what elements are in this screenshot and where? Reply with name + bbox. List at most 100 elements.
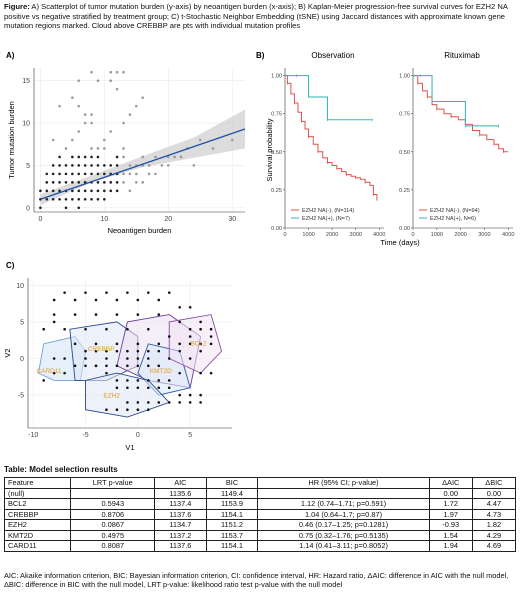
tsne-point [94, 349, 98, 353]
data-point [77, 155, 81, 159]
data-point [154, 172, 157, 176]
data-point [64, 206, 68, 210]
tsne-point [157, 342, 161, 346]
caption-text: A) Scatterplot of tumor mutation burden … [4, 2, 508, 31]
tsne-point [167, 335, 171, 338]
km-y-tick-label: 1.00 [271, 74, 282, 80]
data-point [147, 164, 151, 167]
tsne-point [188, 342, 192, 346]
tsne-point [136, 349, 140, 353]
tsne-y-tick-label: -5 [18, 393, 24, 400]
x-axis-title: Neoantigen burden [108, 226, 172, 235]
data-point [71, 172, 74, 176]
tsne-point [73, 313, 77, 316]
data-point [179, 155, 183, 159]
data-point [96, 189, 100, 193]
tsne-x-tick-label: -10 [28, 432, 38, 439]
km-x-tick-label: 4000 [373, 232, 385, 238]
table-cell: 0.00 [428, 487, 473, 499]
table-header-cell: ΔBIC [471, 477, 517, 489]
tsne-point [147, 327, 150, 331]
y-tick-label: 10 [22, 121, 30, 128]
table-cell: 1.82 [471, 519, 517, 531]
table-cell: CREBBP [3, 508, 72, 520]
table-header-cell: BIC [205, 477, 259, 489]
data-point [71, 197, 74, 201]
tsne-point [73, 342, 77, 346]
km-xlabel: Time (days) [380, 238, 420, 247]
figure-panels: A) B) C) 0 10 20 30 0 5 10 15 Neoantigen burden T… [3, 51, 514, 452]
tsne-point [52, 313, 56, 316]
data-point [141, 181, 144, 184]
table-cell: 0.8706 [70, 508, 156, 520]
tsne-point [188, 335, 192, 338]
tsne-point [157, 401, 161, 404]
data-point [103, 138, 106, 142]
table-cell: EZH2 [3, 519, 72, 531]
tsne-point [42, 327, 45, 331]
table-cell: 0.8087 [70, 540, 156, 552]
scatter-tmb-chart: 0 10 20 30 0 5 10 15 Neoantigen burden Tumor muta… [7, 68, 246, 235]
table-row: CARD11 0.8087 1137.6 1154.1 1.14 (0.41–3.11;… [3, 540, 517, 552]
tsne-point [126, 349, 129, 353]
data-point [103, 181, 106, 184]
table-cell: 1154.1 [205, 540, 259, 552]
tsne-point [84, 291, 87, 294]
tsne-point [126, 327, 129, 331]
km-observation-title: Observation [311, 51, 354, 60]
data-point [51, 189, 55, 193]
tsne-point [157, 349, 161, 353]
table-cell: KMT2D [3, 529, 72, 541]
tsne-point [167, 291, 171, 294]
km-plot-area [285, 68, 384, 228]
tsne-point [115, 379, 119, 382]
table-row: EZH2 0.0867 1134.7 1151.2 0.46 (0.17–1.25; p… [3, 519, 517, 531]
tsne-x-tick-label: 5 [188, 432, 192, 439]
tsne-point [188, 401, 192, 404]
data-point [135, 172, 138, 176]
data-point [71, 155, 74, 159]
tsne-point [178, 320, 181, 324]
km-x-tick-label: 3000 [349, 232, 361, 238]
tsne-point [126, 408, 129, 412]
table-header-row: Feature LRT p-value AIC BIC HR (95% CI; p-va… [3, 477, 517, 489]
data-point [58, 155, 61, 159]
table-cell: 1.97 [428, 508, 473, 520]
data-point [83, 113, 87, 116]
km-y-tick-label: 0.00 [271, 226, 282, 232]
y-tick-label: 15 [22, 78, 30, 85]
tsne-point [147, 349, 150, 353]
table-cell: 1.04 (0.64–1.7; p=0.87) [257, 508, 430, 520]
data-point [83, 181, 87, 184]
fit-line [40, 128, 246, 200]
tsne-y-tick-label: 10 [16, 283, 24, 290]
tsne-point [136, 386, 140, 390]
table-row: (null) 1135.6 1149.4 0.00 0.00 [3, 487, 517, 499]
tsne-point [178, 401, 181, 404]
data-point [115, 155, 119, 159]
tsne-point [157, 379, 161, 382]
tsne-point [52, 320, 56, 324]
km-x-tick-label: 3000 [478, 232, 490, 238]
tsne-point [115, 349, 119, 353]
data-point [96, 197, 100, 201]
tsne-point [157, 313, 161, 316]
tsne-point [136, 298, 140, 302]
tsne-region-label: KMT2D [150, 368, 172, 375]
tsne-point [94, 342, 98, 346]
table-cell [70, 487, 156, 499]
data-point [83, 189, 87, 193]
data-point [103, 147, 106, 150]
tsne-point [115, 408, 119, 412]
tsne-x-tick-label: 0 [136, 432, 140, 439]
data-point [96, 79, 100, 83]
tsne-chart: CREBBP CARD11 KMT2D EZH2 BCL2 -10 -5 0 5 -5 0 5 10 V1… [3, 278, 232, 452]
table-cell: 1149.4 [205, 487, 259, 499]
table-cell: 4.29 [471, 529, 517, 541]
tsne-point [147, 408, 150, 412]
km-legend-label: EZH2 NA(+), (N=7) [302, 216, 350, 222]
data-point [128, 172, 132, 176]
tsne-point [199, 342, 202, 346]
data-point [51, 172, 55, 176]
data-point [51, 197, 55, 201]
